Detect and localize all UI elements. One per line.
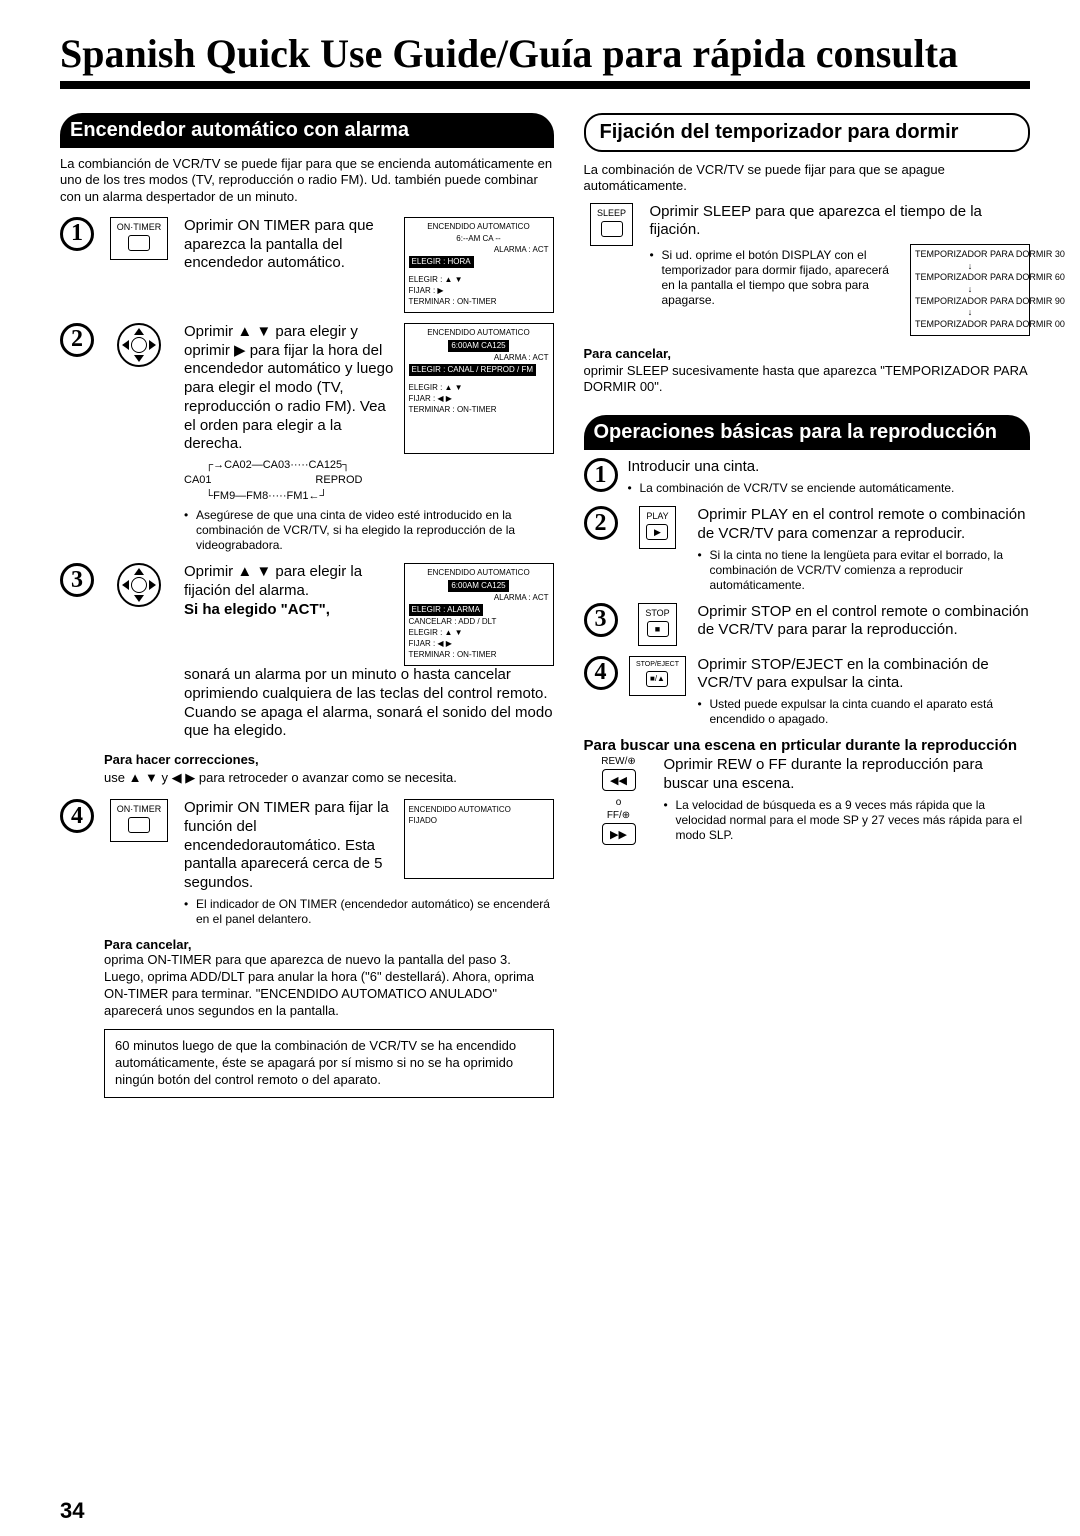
page-title: Spanish Quick Use Guide/Guía para rápida… xyxy=(60,30,1030,89)
note-box: 60 minutos luego de que la combinación d… xyxy=(104,1029,554,1098)
cancel-title: Para cancelar, xyxy=(104,937,554,952)
play-button-icon: PLAY ▶ xyxy=(639,506,675,549)
step-2-text: Oprimir ▲ ▼ para elegir y oprimir ▶ para… xyxy=(184,323,396,454)
corrections-title: Para hacer correcciones, xyxy=(104,752,259,767)
osd-screen-1: ENCENDIDO AUTOMATICO 6:--AM CA -- ALARMA… xyxy=(404,217,554,313)
osd-screen-3: ENCENDIDO AUTOMATICO 6:00AM CA125 ALARMA… xyxy=(404,563,554,666)
step-number: 3 xyxy=(60,563,94,597)
step-number: 2 xyxy=(60,323,94,357)
step-number: 1 xyxy=(584,458,618,492)
corrections-text: use ▲ ▼ y ◀ ▶ para retroceder o avanzar … xyxy=(104,770,457,785)
sleep-cancel-text: oprimir SLEEP sucesivamente hasta que ap… xyxy=(584,363,1031,396)
step-number: 3 xyxy=(584,603,618,637)
step-1: 1 ON·TIMER Oprimir ON TIMER para que apa… xyxy=(60,217,554,313)
page-number: 34 xyxy=(60,1498,84,1524)
osd-screen-2: ENCENDIDO AUTOMATICO 6:00AM CA125 ALARMA… xyxy=(404,323,554,454)
seek-title: Para buscar una escena en prticular dura… xyxy=(584,737,1031,754)
step-1-text: Oprimir ON TIMER para que aparezca la pa… xyxy=(184,217,396,313)
on-timer-button-icon: ON·TIMER xyxy=(110,799,169,842)
step-2-bullet: Asegúrese de que una cinta de video esté… xyxy=(184,508,554,553)
seek-text: Oprimir REW o FF durante la reproducción… xyxy=(664,756,1031,794)
rew-ff-icons: REW/⊕ ◀◀ o FF/⊕ ▶▶ xyxy=(584,756,654,851)
play-2-text: Oprimir PLAY en el control remote o comb… xyxy=(698,506,1031,544)
nav-pad-icon xyxy=(117,563,161,607)
channel-order-diagram: ┌→CA02—CA03·····CA125┐ CA01 REPROD └FM9—… xyxy=(184,458,554,504)
play-1-text: Introducir una cinta. xyxy=(628,458,1031,477)
step-2: 2 Oprimir ▲ ▼ para elegir y oprimir ▶ pa… xyxy=(60,323,554,553)
sleep-cancel-title: Para cancelar, xyxy=(584,346,1031,361)
step-number: 4 xyxy=(60,799,94,833)
on-timer-button-icon: ON·TIMER xyxy=(110,217,169,260)
step-4: 4 ON·TIMER Oprimir ON TIMER para fijar l… xyxy=(60,799,554,927)
play-1-bullet: La combinación de VCR/TV se enciende aut… xyxy=(628,481,1031,496)
step-4-text: Oprimir ON TIMER para fijar la función d… xyxy=(184,799,396,893)
seek-bullet: La velocidad de búsqueda es a 9 veces má… xyxy=(664,798,1031,843)
sleep-button-icon: SLEEP xyxy=(590,203,633,246)
sleep-timer-header: Fijación del temporizador para dormir xyxy=(584,113,1031,152)
play-4-text: Oprimir STOP/EJECT en la combinación de … xyxy=(698,656,1031,694)
step-3-text: Oprimir ▲ ▼ para elegir la fijación del … xyxy=(184,563,362,599)
intro-text: La combianción de VCR/TV se puede fijar … xyxy=(60,156,554,205)
step-3: 3 Oprimir ▲ ▼ para elegir la fijación de… xyxy=(60,563,554,741)
playback-header: Operaciones básicas para la reproducción xyxy=(584,415,1031,450)
play-4-bullet: Usted puede expulsar la cinta cuando el … xyxy=(698,697,1031,727)
play-3-text: Oprimir STOP en el control remote o comb… xyxy=(698,603,1031,641)
step-number: 1 xyxy=(60,217,94,251)
sleep-bullet: Si ud. oprime el botón DISPLAY con el te… xyxy=(650,248,903,336)
step-3-bold: Si ha elegido "ACT", xyxy=(184,601,330,618)
sleep-text: Oprimir SLEEP para que aparezca el tiemp… xyxy=(650,203,1031,241)
play-2-bullet: Si la cinta no tiene la lengüeta para ev… xyxy=(698,548,1031,593)
sleep-timer-diagram: TEMPORIZADOR PARA DORMIR 30 ↓ TEMPORIZAD… xyxy=(910,244,1030,336)
sleep-intro: La combinación de VCR/TV se puede fijar … xyxy=(584,162,1031,195)
section-header-alarm: Encendedor automático con alarma xyxy=(60,113,554,148)
step-4-bullet: El indicador de ON TIMER (encendedor aut… xyxy=(184,897,554,927)
nav-pad-icon xyxy=(117,323,161,367)
cancel-text: oprima ON-TIMER para que aparezca de nue… xyxy=(104,952,554,1020)
step-number: 2 xyxy=(584,506,618,540)
step-3-text-2: sonará un alarma por un minuto o hasta c… xyxy=(184,666,554,741)
stop-button-icon: STOP ■ xyxy=(638,603,676,646)
osd-screen-4: ENCENDIDO AUTOMATICO FIJADO xyxy=(404,799,554,879)
step-number: 4 xyxy=(584,656,618,690)
stop-eject-button-icon: STOP/EJECT ■/▲ xyxy=(629,656,686,696)
